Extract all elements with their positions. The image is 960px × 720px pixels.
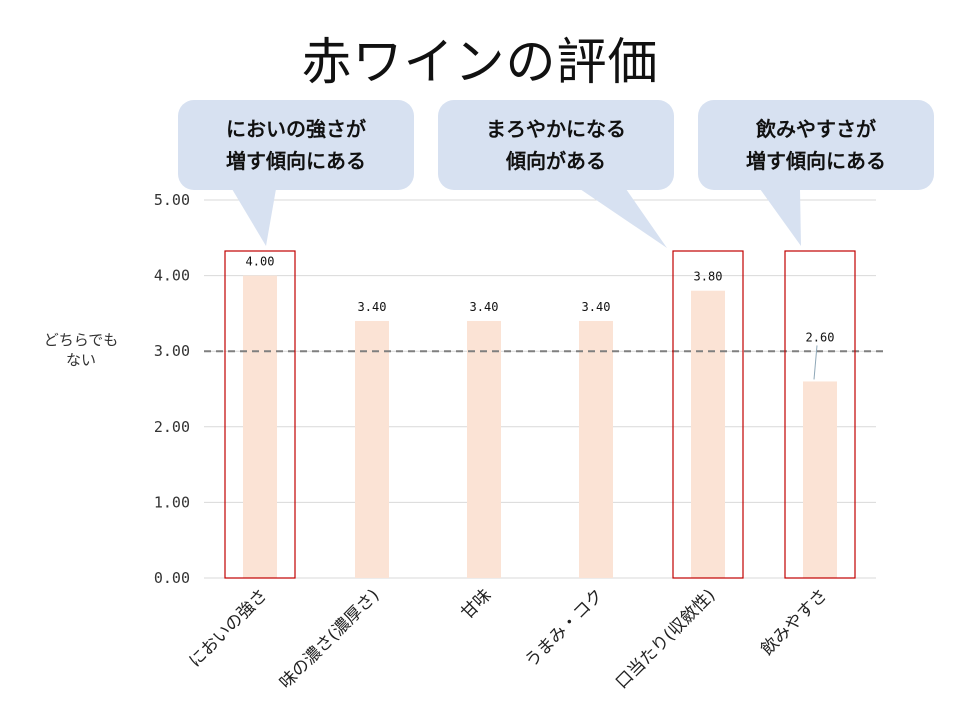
callout-mellowness: まろやかになる 傾向がある [438,100,674,190]
callout-line: まろやかになる [486,117,626,141]
callout-tail [760,189,801,246]
neutral-label-line: ない [65,351,96,369]
callout-line: 飲みやすさが [756,117,876,141]
category-label: 味の濃さ(濃厚さ) [276,585,384,693]
category-label: うまみ・コク [521,585,607,671]
highlight-box [224,250,296,579]
callout-tails [232,189,801,248]
y-tick-label: 5.00 [154,191,190,209]
chart-title: 赤ワインの評価 [301,33,659,91]
data-label: 3.40 [470,300,499,314]
bars [243,275,837,578]
bar [355,320,389,578]
callout-line: においの強さが [226,117,366,141]
gridlines [204,199,876,579]
callout-odor-strength: においの強さが 増す傾向にある [178,100,414,190]
callout-tail [232,189,276,246]
category-label: 口当たり(収斂性) [612,585,720,693]
category-label: 甘味 [457,585,495,623]
bar [243,275,277,578]
neutral-label-line: どちらでも [43,331,119,349]
x-axis-category-labels: においの強さ 味の濃さ(濃厚さ) 甘味 うまみ・コク 口当たり(収斂性) 飲みやすさ [185,585,831,693]
callout-tail [580,189,667,248]
category-label: 飲みやすさ [757,585,831,659]
y-axis-tick-labels: 0.00 1.00 2.00 3.00 4.00 5.00 [154,191,190,587]
callout-drinkability: 飲みやすさが 増す傾向にある [698,100,934,190]
data-label: 4.00 [246,255,275,269]
data-labels: 4.00 3.40 3.40 3.40 3.80 2.60 [246,255,835,380]
neutral-label: どちらでも ない [22,330,140,370]
category-label: においの強さ [185,585,271,671]
callout-line: 増す傾向にある [226,149,366,173]
data-label: 3.80 [694,270,723,284]
callout-line: 増す傾向にある [746,149,886,173]
y-tick-label: 0.00 [154,569,190,587]
highlight-boxes [224,250,856,579]
data-label: 2.60 [806,330,835,344]
highlight-box [784,250,856,579]
highlight-box [672,250,744,579]
data-label: 3.40 [582,300,611,314]
data-label-leader [813,345,818,380]
y-tick-label: 4.00 [154,267,190,285]
bar [467,320,501,578]
callout-line: 傾向がある [506,149,606,173]
y-tick-label: 3.00 [154,342,190,360]
data-label: 3.40 [358,300,387,314]
bar [579,320,613,578]
bar [803,381,837,578]
bar [691,290,725,578]
y-tick-label: 1.00 [154,493,190,511]
y-tick-label: 2.00 [154,418,190,436]
